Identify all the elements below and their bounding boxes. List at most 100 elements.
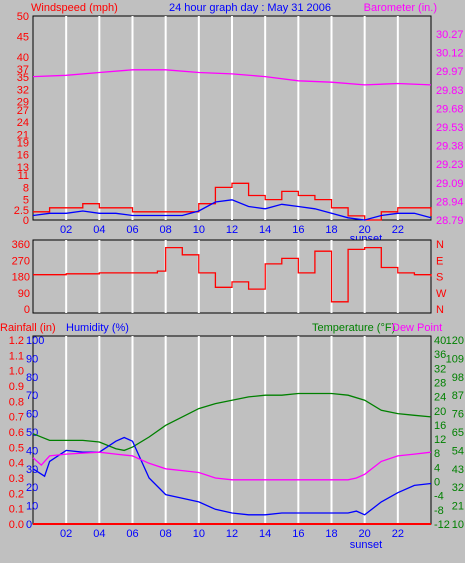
x-tick-label-1-06: 06 [126, 224, 138, 236]
direction-degree-tick-4: 360 [12, 239, 30, 251]
x-tick-label-3-14: 14 [259, 528, 271, 540]
humidity-tick-4: 40 [26, 445, 38, 457]
x-tick-label-1-16: 16 [292, 224, 304, 236]
x-tick-label-3-22: 22 [392, 528, 404, 540]
humidity-tick-9: 90 [26, 353, 38, 365]
humidity-tick-10: 100 [26, 335, 44, 347]
x-tick-label-3-16: 16 [292, 528, 304, 540]
celsius-tick-8: 20 [434, 406, 446, 418]
rainfall-tick-0: 0.0 [9, 519, 24, 531]
humidity-tick-2: 20 [26, 482, 38, 494]
barometer-axis-title: Barometer (in.) [364, 2, 437, 14]
direction-degree-tick-3: 270 [12, 255, 30, 267]
panel3-x-ticks: 02 04 06 08 10 12 14 16 18 20 22 [60, 528, 404, 540]
panel1-x-ticks: 02 04 06 08 10 12 14 16 18 20 22 [60, 224, 404, 236]
celsius-ticks: -12 -8 -4 0 4 8 12 16 20 24 28 32 36 40 [434, 335, 450, 531]
fahrenheit-tick-4: 54 [452, 445, 464, 457]
windspeed-tick-9: 24 [17, 117, 29, 129]
humidity-tick-6: 60 [26, 409, 38, 421]
rainfall-tick-5: 0.5 [9, 442, 24, 454]
fahrenheit-tick-2: 32 [452, 482, 464, 494]
rainfall-ticks: 0.0 0.1 0.2 0.3 0.4 0.5 0.6 0.7 0.8 0.9 1.0 1.1 1.2 [9, 335, 24, 531]
rainfall-tick-3: 0.3 [9, 473, 24, 485]
rainfall-tick-7: 0.7 [9, 412, 24, 424]
windspeed-tick-14: 37 [17, 64, 29, 76]
compass-tick-0: N [436, 239, 444, 251]
barometer-tick-6: 29.68 [436, 103, 464, 115]
temperature-line [32, 392, 432, 452]
humidity-tick-5: 50 [26, 427, 38, 439]
compass-tick-3: W [436, 288, 447, 300]
barometer-tick-0: 28.79 [436, 215, 464, 227]
windspeed-tick-12: 32 [17, 84, 29, 96]
compass-tick-2: S [436, 272, 443, 284]
windspeed-tick-3: 8 [23, 182, 29, 194]
fahrenheit-tick-8: 98 [452, 372, 464, 384]
x-tick-label-1-22: 22 [392, 224, 404, 236]
fahrenheit-tick-3: 43 [452, 464, 464, 476]
compass-tick-4: N [436, 304, 444, 316]
barometer-tick-4: 29.38 [436, 141, 464, 153]
fahrenheit-tick-1: 21 [452, 501, 464, 513]
x-tick-label-1-02: 02 [60, 224, 72, 236]
humidity-ticks: 0 10 20 30 40 50 60 70 80 90 100 [26, 335, 44, 531]
windspeed-tick-10: 27 [17, 105, 29, 117]
rainfall-tick-8: 0.8 [9, 396, 24, 408]
celsius-tick-13: 40 [434, 335, 446, 347]
x-tick-label-3-04: 04 [93, 528, 105, 540]
barometer-line [32, 69, 432, 86]
barometer-tick-10: 30.27 [436, 29, 464, 41]
x-tick-label-3-18: 18 [325, 528, 337, 540]
humidity-tick-8: 80 [26, 372, 38, 384]
x-tick-label-3-20: 20 [359, 528, 371, 540]
direction-degree-tick-2: 180 [12, 272, 30, 284]
celsius-tick-12: 36 [434, 349, 446, 361]
windspeed-tick-16: 45 [17, 31, 29, 43]
wind-direction-line [33, 246, 432, 303]
celsius-tick-4: 4 [434, 462, 440, 474]
windspeed-tick-17: 50 [17, 11, 29, 23]
humidity-tick-7: 70 [26, 390, 38, 402]
direction-degree-tick-0: 0 [24, 304, 30, 316]
rainfall-tick-10: 1.0 [9, 366, 24, 378]
fahrenheit-tick-10: 120 [446, 335, 464, 347]
barometer-tick-8: 29.97 [436, 66, 464, 78]
graph-title: 24 hour graph day : May 31 2006 [169, 2, 331, 14]
windspeed-tick-11: 29 [17, 97, 29, 109]
windspeed-tick-8: 21 [17, 129, 29, 141]
celsius-tick-6: 12 [434, 434, 446, 446]
windspeed-tick-0: 0 [23, 215, 29, 227]
celsius-tick-5: 8 [434, 448, 440, 460]
windspeed-tick-6: 16 [17, 150, 29, 162]
celsius-tick-10: 28 [434, 377, 446, 389]
x-tick-label-1-04: 04 [93, 224, 105, 236]
rainfall-tick-2: 0.2 [9, 488, 24, 500]
x-tick-label-1-20: 20 [359, 224, 371, 236]
celsius-tick-0: -12 [434, 519, 450, 531]
dewpoint-axis-title: Dew Point [392, 322, 442, 334]
windspeed-tick-2: 5 [23, 195, 29, 207]
fahrenheit-tick-9: 109 [446, 353, 464, 365]
rainfall-tick-9: 0.9 [9, 381, 24, 393]
x-tick-label-1-14: 14 [259, 224, 271, 236]
direction-degree-ticks: 0 90 180 270 360 [12, 239, 30, 316]
windspeed-axis-title: Windspeed (mph) [31, 2, 118, 14]
rainfall-tick-11: 1.1 [9, 350, 24, 362]
x-tick-label-3-10: 10 [193, 528, 205, 540]
direction-degree-tick-1: 90 [18, 288, 30, 300]
rainfall-tick-4: 0.4 [9, 458, 24, 470]
barometer-tick-7: 29.83 [436, 85, 464, 97]
rainfall-tick-6: 0.6 [9, 427, 24, 439]
x-tick-label-1-10: 10 [193, 224, 205, 236]
windspeed-tick-13: 35 [17, 72, 29, 84]
barometer-ticks: 28.79 28.94 29.09 29.23 29.38 29.53 29.68 29.83… [436, 29, 464, 227]
celsius-tick-9: 24 [434, 392, 446, 404]
rainfall-tick-1: 0.1 [9, 504, 24, 516]
panel-wind-barometer: Windspeed (mph) 24 hour graph day : May … [14, 2, 464, 245]
humidity-tick-1: 10 [26, 501, 38, 513]
barometer-tick-9: 30.12 [436, 48, 464, 60]
